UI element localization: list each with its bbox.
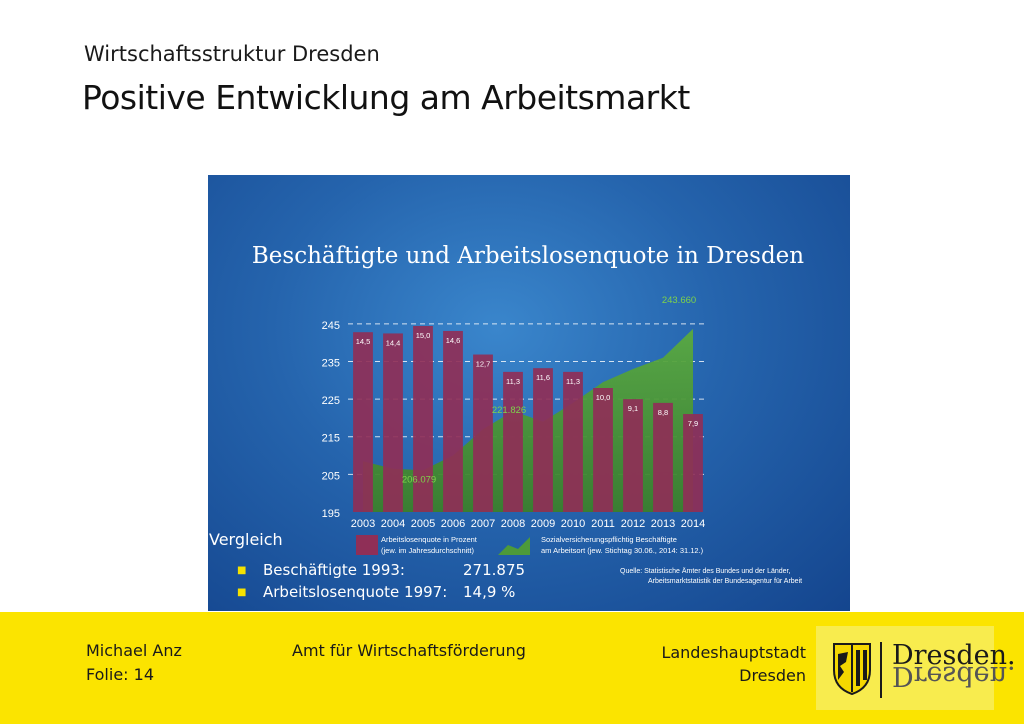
logo-wordmark-reflection: Dresden. — [892, 660, 1016, 691]
unemployment-bar — [413, 326, 433, 512]
bar-value-label: 10,0 — [596, 393, 611, 402]
unemployment-bar — [593, 388, 613, 512]
logo-divider — [880, 642, 882, 698]
unemployment-bar — [623, 399, 643, 512]
logo-wordmark: Dresden. — [892, 640, 1016, 671]
footer-author: Michael Anz — [86, 641, 182, 660]
source-note: Quelle: Statistische Ämter des Bundes un… — [620, 567, 790, 575]
unemployment-bar — [443, 330, 463, 512]
city-logo — [816, 626, 994, 710]
square-bullet-icon: ■ — [237, 564, 247, 576]
legend-area-label: Sozialversicherungspflichtig Beschäftigt… — [541, 535, 677, 544]
bar-value-label: 11,3 — [566, 377, 580, 386]
bar-value-label: 12,7 — [476, 360, 491, 369]
x-tick-label: 2004 — [381, 518, 405, 530]
x-tick-label: 2006 — [441, 518, 465, 530]
legend-bar-label-2: (jew. im Jahresdurchschnitt) — [381, 546, 474, 555]
footer-city-line2: Dresden — [739, 666, 806, 685]
comparison-heading: Vergleich — [209, 530, 283, 549]
unemployment-bar — [683, 414, 703, 512]
square-bullet-icon: ■ — [237, 586, 247, 598]
comparison-item: ■ Arbeitslosenquote 1997: 14,9 % — [237, 581, 539, 603]
footer-department: Amt für Wirtschaftsförderung — [292, 641, 526, 660]
comparison-box: Vergleich ■ Beschäftigte 1993: 271.875 ■… — [209, 530, 539, 603]
y-tick-label: 205 — [322, 470, 340, 482]
y-tick-label: 195 — [322, 508, 340, 520]
footer-city-line1: Landeshauptstadt — [661, 643, 806, 662]
coat-of-arms-icon — [833, 643, 871, 696]
y-tick-label: 235 — [322, 357, 340, 369]
bar-value-label: 9,1 — [628, 404, 638, 413]
chart: Beschäftigte und Arbeitslosenquote in Dr… — [252, 243, 804, 585]
slide-title: Positive Entwicklung am Arbeitsmarkt — [82, 78, 690, 117]
x-tick-label: 2007 — [471, 518, 495, 530]
x-tick-label: 2010 — [561, 518, 585, 530]
bar-value-label: 11,6 — [536, 373, 550, 382]
bar-value-label: 14,6 — [446, 336, 461, 345]
x-tick-label: 2008 — [501, 518, 525, 530]
y-tick-label: 245 — [322, 320, 340, 332]
footer-slide-number: Folie: 14 — [86, 665, 154, 684]
comparison-label: Beschäftigte 1993: — [263, 561, 405, 579]
comparison-value: 14,9 % — [463, 583, 516, 601]
comparison-item: ■ Beschäftigte 1993: 271.875 — [237, 559, 539, 581]
bar-value-label: 14,4 — [386, 338, 401, 347]
bar-value-label: 8,8 — [658, 408, 668, 417]
source-note-2: Arbeitsmarktstatistik der Bundesagentur … — [648, 578, 802, 585]
area-annotation: 221.826 — [492, 405, 526, 416]
x-tick-label: 2012 — [621, 518, 645, 530]
x-tick-label: 2003 — [351, 518, 375, 530]
x-tick-label: 2014 — [681, 518, 705, 530]
area-annotation: 243.660 — [662, 295, 696, 306]
unemployment-bar — [563, 371, 583, 512]
legend-area-swatch — [498, 537, 530, 555]
unemployment-bar — [473, 354, 493, 512]
chart-panel: Beschäftigte und Arbeitslosenquote in Dr… — [208, 175, 850, 611]
bar-value-label: 14,5 — [356, 337, 371, 346]
legend-bar-label: Arbeitslosenquote in Prozent — [381, 535, 478, 544]
legend-bar-swatch — [356, 535, 378, 555]
comparison-label: Arbeitslosenquote 1997: — [263, 583, 448, 601]
unemployment-bar — [503, 371, 523, 512]
bar-value-label: 7,9 — [688, 419, 698, 428]
area-annotation: 206.079 — [402, 474, 436, 485]
unemployment-bar — [383, 333, 403, 512]
x-tick-label: 2011 — [591, 518, 615, 530]
bar-value-label: 15,0 — [416, 331, 431, 340]
unemployment-bar — [653, 402, 673, 512]
bar-value-label: 11,3 — [506, 377, 520, 386]
unemployment-bar — [533, 368, 553, 512]
chart-title: Beschäftigte und Arbeitslosenquote in Dr… — [252, 243, 804, 269]
x-tick-label: 2005 — [411, 518, 435, 530]
y-tick-label: 215 — [322, 433, 340, 445]
unemployment-bar — [353, 332, 373, 512]
x-tick-label: 2009 — [531, 518, 555, 530]
y-tick-label: 225 — [322, 395, 340, 407]
slide-subtitle: Wirtschaftsstruktur Dresden — [84, 42, 380, 66]
comparison-value: 271.875 — [463, 561, 526, 579]
x-tick-label: 2013 — [651, 518, 675, 530]
legend-area-label-2: am Arbeitsort (jew. Stichtag 30.06., 201… — [541, 546, 704, 555]
